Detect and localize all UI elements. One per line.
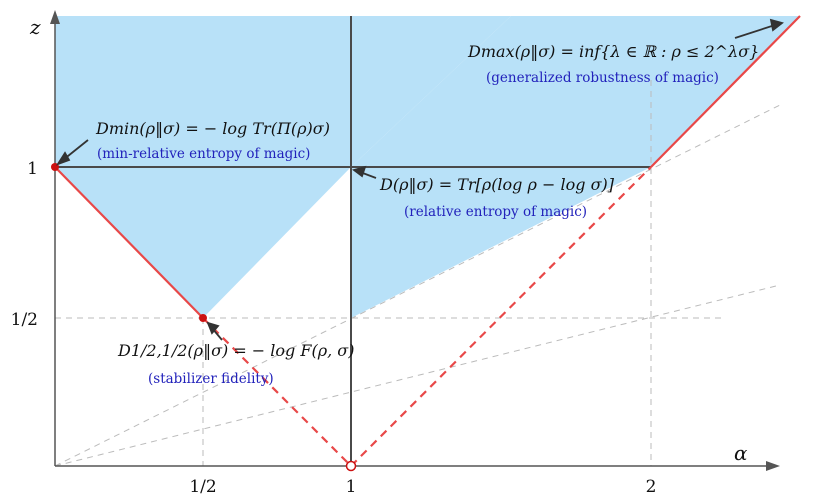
origin-open-point <box>345 460 357 472</box>
y-axis-label: z <box>29 15 41 39</box>
y-tick-half: 1/2 <box>11 310 38 330</box>
x-axis-label: α <box>734 441 748 465</box>
y-axis-arrow <box>50 10 60 24</box>
x-tick-one: 1 <box>346 477 357 497</box>
red-dashed-right <box>350 166 652 467</box>
x-axis-arrow <box>766 461 780 471</box>
dmax-arrow-line <box>734 24 776 39</box>
dmin-arrow-head <box>55 151 71 166</box>
dmax-formula: Dmax(ρ‖σ) = inf{λ ∈ ℝ : ρ ≤ 2^λσ} <box>467 42 759 61</box>
x-tick-two: 2 <box>646 477 657 497</box>
dhalf-formula: D1/2,1/2(ρ‖σ) = − log F(ρ, σ) <box>117 341 354 360</box>
red-line-left <box>54 166 204 319</box>
y-tick-one: 1 <box>27 159 38 179</box>
grid-lines <box>54 80 781 467</box>
grid-diag-steep <box>54 104 781 467</box>
annotation-arrows <box>55 18 784 341</box>
dhalf-caption: (stabilizer fidelity) <box>148 371 274 387</box>
dhalf-arrow-head <box>206 321 220 335</box>
red-line-right <box>650 15 801 168</box>
x-tick-half: 1/2 <box>189 477 216 497</box>
d-caption: (relative entropy of magic) <box>404 204 587 220</box>
dmin-caption: (min-relative entropy of magic) <box>97 146 310 162</box>
dmax-caption: (generalized robustness of magic) <box>486 70 719 86</box>
d-formula: D(ρ‖σ) = Tr[ρ(log ρ − log σ)] <box>379 175 615 194</box>
dmin-formula: Dmin(ρ‖σ) = − log Tr(Π(ρ)σ) <box>95 119 330 138</box>
dhalf-point <box>199 314 207 322</box>
red-dashed-left <box>202 317 352 467</box>
d-arrow-head <box>351 165 367 178</box>
grid-diag-shallow <box>54 284 781 467</box>
dmax-arrow-head <box>769 18 784 32</box>
